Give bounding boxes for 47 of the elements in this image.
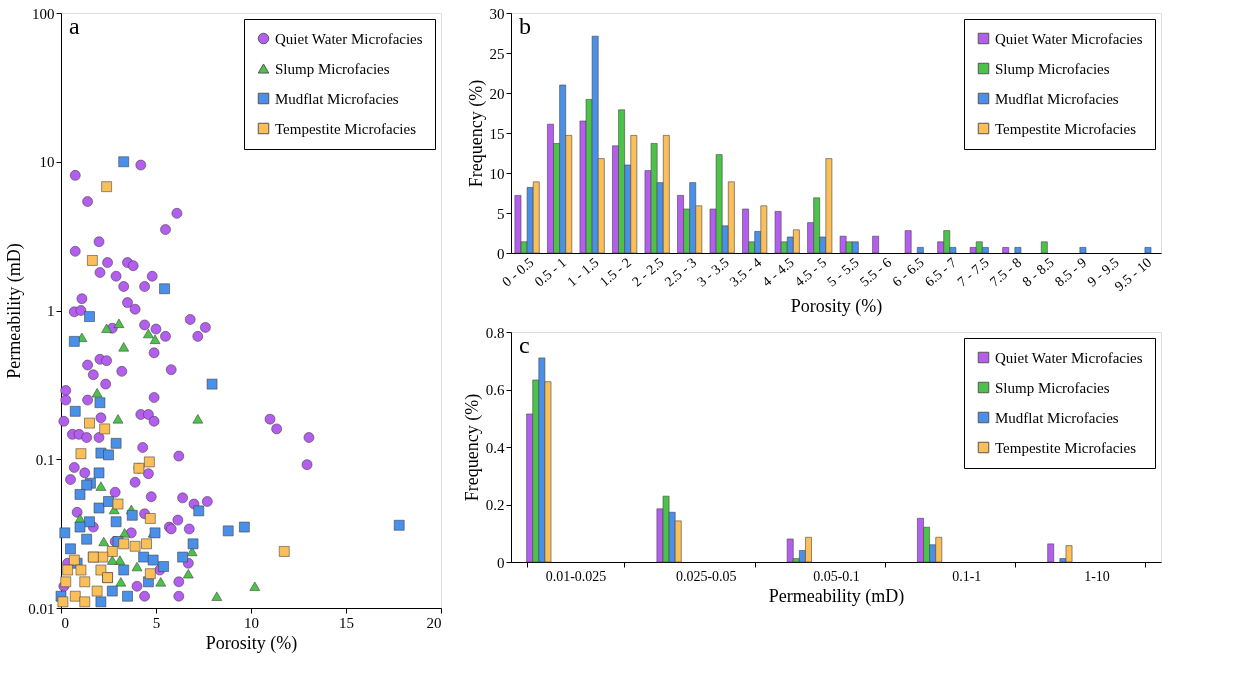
x-tick-label: 15: [339, 614, 354, 631]
legend-label: Slump Microfacies: [275, 60, 390, 77]
y-tick-label: 1: [47, 303, 55, 319]
y-tick-label: 0.01: [28, 600, 55, 617]
y-tick-label: 100: [32, 5, 55, 22]
x-tick-label: 20: [426, 614, 442, 631]
legend-label: Tempestite Microfacies: [275, 120, 417, 137]
annotation: c: [519, 332, 530, 358]
y-tick-label: 0: [497, 554, 505, 571]
y-tick-label: 0.2: [485, 497, 505, 513]
x-tick-label: 5: [152, 614, 161, 631]
y-tick-label: 30: [489, 5, 505, 22]
x-axis-title: Porosity (%): [790, 295, 883, 317]
legend-label: Tempestite Microfacies: [995, 120, 1137, 137]
y-tick-label: 20: [489, 85, 505, 102]
x-axis-title: Porosity (%): [205, 632, 298, 654]
x-tick-label: 10: [244, 614, 259, 631]
y-tick-label: 0.4: [485, 439, 505, 456]
x-tick-label: 1-10: [1084, 568, 1110, 584]
x-tick-label: 0.05-0.1: [813, 568, 860, 584]
annotation: a: [69, 13, 80, 39]
y-axis-title: Frequency (%): [465, 79, 487, 188]
x-tick-label: 0.01-0.025: [545, 568, 607, 584]
legend-label: Mudflat Microfacies: [995, 409, 1119, 426]
y-axis-title: Frequency (%): [461, 393, 483, 502]
y-tick-label: 10: [39, 154, 55, 171]
y-axis-title: Permeability (mD): [4, 243, 26, 379]
legend-label: Quiet Water Microfacies: [995, 30, 1143, 47]
y-tick-label: 5: [497, 205, 505, 222]
x-tick-label: 0: [61, 614, 69, 631]
y-tick-label: 0.6: [485, 382, 505, 398]
legend-label: Mudflat Microfacies: [995, 90, 1119, 107]
y-tick-label: 15: [489, 125, 505, 142]
legend-label: Slump Microfacies: [995, 60, 1110, 77]
legend-label: Tempestite Microfacies: [995, 439, 1137, 456]
legend-label: Mudflat Microfacies: [275, 90, 399, 107]
legend-label: Quiet Water Microfacies: [995, 349, 1143, 366]
y-tick-label: 0.1: [35, 451, 55, 468]
y-tick-label: 0.8: [485, 324, 505, 341]
legend-label: Slump Microfacies: [995, 379, 1110, 396]
annotation: b: [519, 13, 531, 39]
x-axis-title: Permeability (mD): [768, 585, 905, 607]
x-tick-label: 0.1-1: [952, 568, 982, 584]
legend-label: Quiet Water Microfacies: [275, 30, 423, 47]
y-tick-label: 10: [489, 165, 505, 182]
y-tick-label: 25: [489, 45, 505, 62]
x-tick-label: 0.025-0.05: [675, 568, 737, 584]
